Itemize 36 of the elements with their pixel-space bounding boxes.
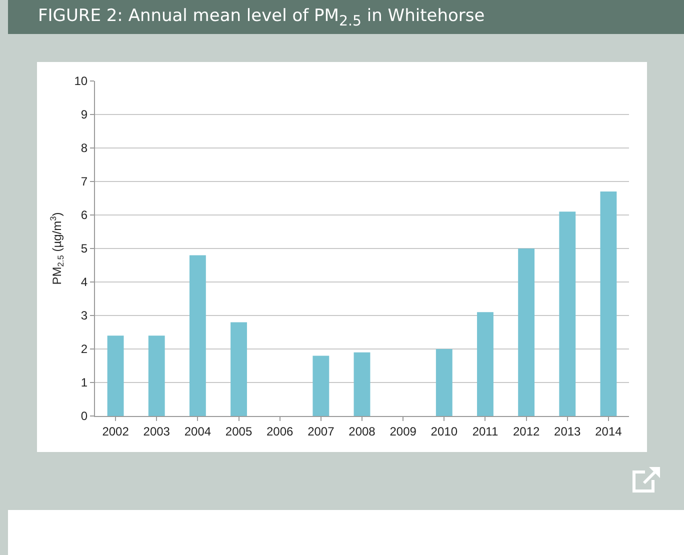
bar <box>559 212 576 416</box>
y-tick-label: 5 <box>80 242 88 256</box>
y-tick-label: 6 <box>80 208 88 222</box>
y-tick-label: 9 <box>80 108 88 122</box>
bar <box>107 336 124 416</box>
y-tick-label: 3 <box>80 308 88 323</box>
bar <box>148 336 165 416</box>
y-tick-label: 4 <box>80 275 88 290</box>
bar <box>189 255 206 416</box>
bar <box>518 248 535 416</box>
bar <box>436 349 452 416</box>
x-tick-label: 2014 <box>595 424 622 438</box>
y-tick-label: 0 <box>80 409 88 424</box>
bar <box>477 312 494 416</box>
bar <box>354 352 370 416</box>
y-tick-label: 10 <box>74 74 88 88</box>
x-tick-label: 2007 <box>308 424 335 438</box>
x-tick-label: 2004 <box>184 424 212 438</box>
bar <box>600 192 617 416</box>
x-tick-label: 2010 <box>430 424 458 438</box>
y-tick-label: 7 <box>80 174 88 189</box>
x-tick-label: 2012 <box>512 424 540 438</box>
y-tick-label: 1 <box>80 376 88 390</box>
x-tick-label: 2005 <box>225 424 252 438</box>
x-tick-label: 2009 <box>390 424 417 438</box>
y-tick-label: 2 <box>80 342 88 356</box>
bar <box>230 322 247 416</box>
y-tick-label: 8 <box>80 141 88 156</box>
bar <box>312 356 330 416</box>
x-tick-label: 2003 <box>143 424 170 438</box>
x-tick-label: 2006 <box>266 424 294 438</box>
chart-title: FIGURE 2: Annual mean level of PM$_{2.5}$ in Whitehorse <box>8 0 684 34</box>
x-tick-label: 2013 <box>554 424 582 438</box>
x-tick-label: 2002 <box>102 424 130 438</box>
x-tick-label: 2008 <box>348 424 376 438</box>
x-tick-label: 2011 <box>472 424 498 438</box>
